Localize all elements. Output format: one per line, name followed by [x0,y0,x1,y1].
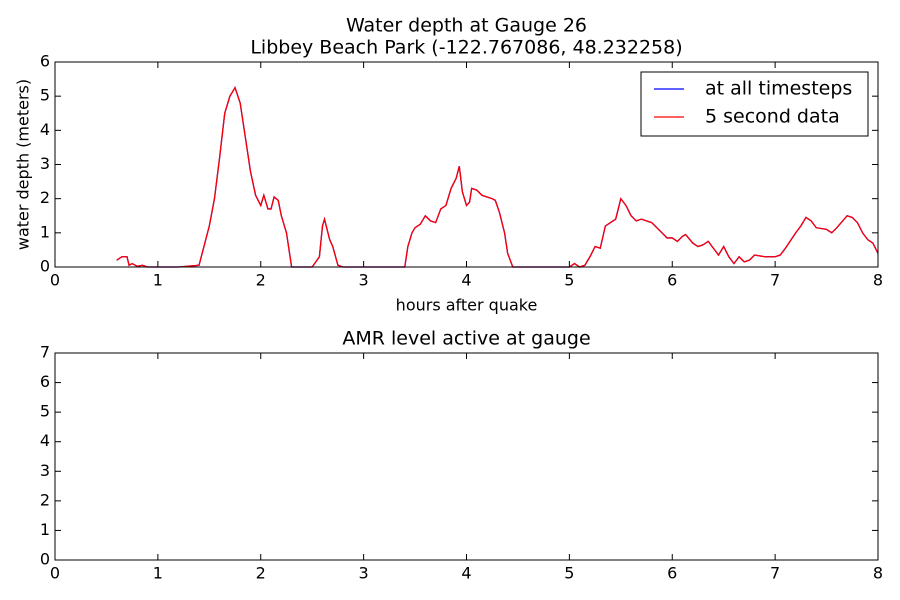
y-tick-label: 2 [40,490,50,509]
x-tick-label: 2 [256,271,266,290]
chart-title: AMR level active at gauge [342,328,590,350]
x-tick-label: 7 [770,271,780,290]
y-tick-label: 0 [40,257,50,276]
x-tick-label: 3 [359,271,369,290]
y-tick-label: 1 [40,222,50,241]
x-tick-label: 6 [667,271,677,290]
x-axis-label: hours after quake [396,296,538,315]
chart-title: Water depth at Gauge 26 [346,15,587,37]
plot-frame [54,352,879,561]
data-line [116,86,879,268]
y-tick-label: 5 [40,402,50,421]
y-axis-label: water depth (meters) [14,79,33,250]
x-tick-label: 8 [873,564,883,583]
y-tick-label: 1 [40,520,50,539]
x-tick-label: 2 [256,564,266,583]
x-tick-label: 7 [770,564,780,583]
y-tick-label: 3 [40,154,50,173]
x-tick-label: 4 [461,564,471,583]
x-tick-label: 5 [564,271,574,290]
x-tick-label: 6 [667,564,677,583]
y-tick-label: 4 [40,431,50,450]
x-tick-label: 1 [153,271,163,290]
x-tick-label: 0 [50,271,60,290]
y-tick-label: 0 [40,550,50,569]
y-tick-label: 7 [40,343,50,362]
y-tick-label: 2 [40,188,50,207]
legend-box [640,71,869,137]
y-tick-label: 6 [40,372,50,391]
plot-frame [54,61,879,268]
y-tick-label: 6 [40,52,50,71]
x-tick-label: 4 [461,271,471,290]
legend-label: at all timesteps [705,78,852,100]
chart-subtitle: Libbey Beach Park (-122.767086, 48.23225… [250,37,682,59]
y-tick-label: 4 [40,120,50,139]
y-tick-label: 5 [40,86,50,105]
legend-label: 5 second data [705,106,840,128]
x-tick-label: 3 [359,564,369,583]
y-tick-label: 3 [40,461,50,480]
x-tick-label: 5 [564,564,574,583]
x-tick-label: 1 [153,564,163,583]
x-tick-label: 0 [50,564,60,583]
x-tick-label: 8 [873,271,883,290]
